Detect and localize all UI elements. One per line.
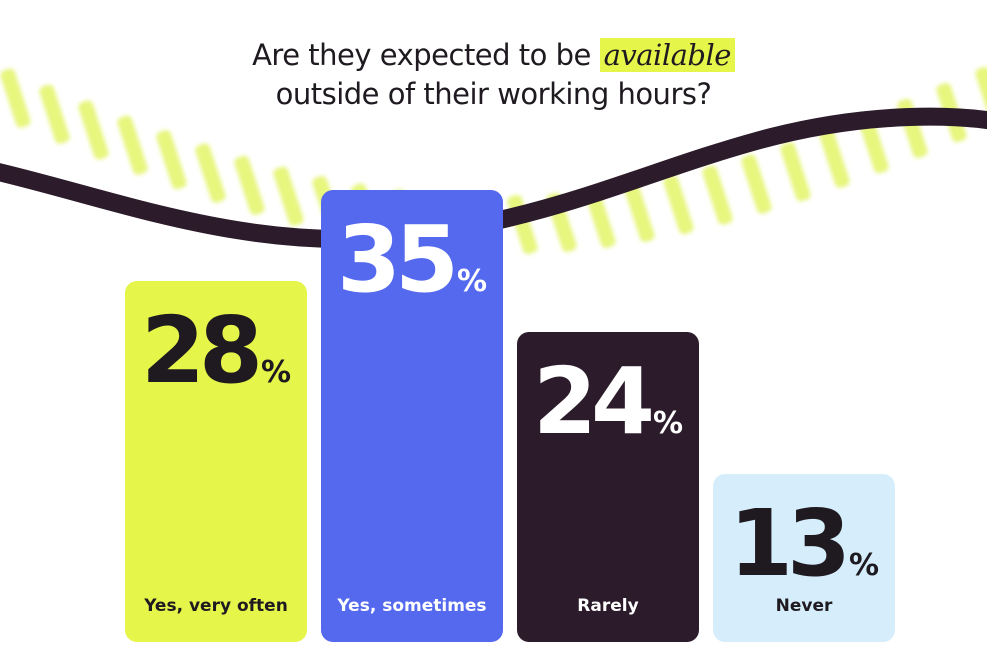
stripe-mark: [234, 155, 265, 215]
bar-1: 28% Yes, very often: [125, 281, 307, 642]
bar-category-label: Yes, sometimes: [337, 596, 487, 616]
stripe-mark: [663, 175, 694, 235]
bar-value-label: 28%: [125, 305, 307, 397]
stripe-mark: [702, 165, 733, 225]
stripe-mark: [975, 66, 987, 127]
bar-value-label: 35%: [321, 214, 503, 306]
stripe-mark: [195, 143, 226, 203]
title-text-line2: outside of their working hours?: [275, 77, 712, 111]
bar-value-number: 24: [532, 348, 655, 455]
chart-title: Are they expected to be available outsid…: [0, 36, 987, 114]
stripe-mark: [273, 166, 304, 226]
stripe-mark: [156, 130, 187, 190]
stripe-mark: [78, 100, 109, 160]
bar-value-unit: %: [848, 548, 880, 583]
bar-value-unit: %: [260, 355, 292, 390]
bar-value-label: 24%: [517, 356, 699, 448]
stripe-mark: [819, 128, 850, 188]
stripe-mark: [0, 68, 31, 128]
bar-value-label: 13%: [713, 498, 895, 590]
wave-line: [0, 107, 987, 249]
stripe-mark: [741, 154, 772, 214]
bar-3: 24% Rarely: [517, 332, 699, 642]
stripe-mark: [624, 182, 655, 242]
bar-4: 13% Never: [713, 474, 895, 642]
stripe-mark: [780, 142, 811, 202]
bar-category-label: Rarely: [577, 596, 639, 616]
bar-value-number: 13: [728, 490, 851, 597]
bar-category-label: Never: [775, 596, 833, 616]
bar-value-number: 35: [336, 206, 459, 313]
stripe-mark: [585, 188, 616, 248]
stripe-mark: [39, 84, 70, 144]
bar-value-unit: %: [456, 264, 488, 299]
bar-category-label: Yes, very often: [144, 596, 288, 616]
title-text-before: Are they expected to be: [252, 38, 591, 72]
bar-2: 35% Yes, sometimes: [321, 190, 503, 642]
bar-value-number: 28: [140, 297, 263, 404]
stripe-mark: [117, 115, 148, 175]
title-highlight: available: [599, 38, 735, 72]
bar-value-unit: %: [652, 406, 684, 441]
